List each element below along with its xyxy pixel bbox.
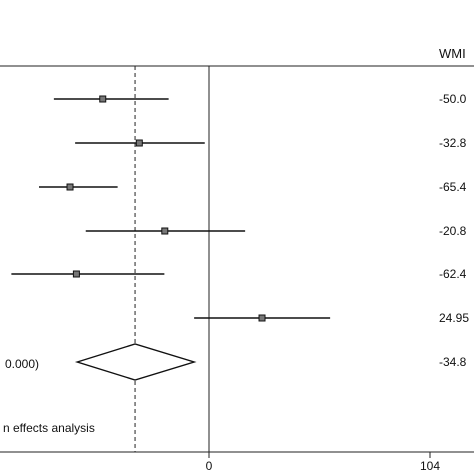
column-header: WMI <box>439 46 466 61</box>
effect-size-label: -50.0 <box>439 92 467 106</box>
pooled-text: 0.000) <box>5 357 39 371</box>
point-estimate <box>161 227 169 235</box>
pooled-row: -34.8 <box>74 343 467 381</box>
effect-size-label: -20.8 <box>439 224 467 238</box>
x-tick-label: 104 <box>420 459 440 473</box>
point-estimate <box>99 95 107 103</box>
pooled-diamond <box>74 343 197 381</box>
effect-size-label: -32.8 <box>439 136 467 150</box>
effect-size-label: 24.95 <box>439 311 469 325</box>
point-estimate <box>258 314 266 322</box>
x-axis-ticks: 0 104 <box>206 452 440 473</box>
footer-text: n effects analysis <box>3 421 95 435</box>
effect-size-label: -62.4 <box>439 267 467 281</box>
effect-size-label: -65.4 <box>439 180 467 194</box>
point-estimate <box>72 270 80 278</box>
point-estimate <box>66 183 74 191</box>
pooled-effect-label: -34.8 <box>439 355 467 369</box>
study-rows: -50.0 -32.8 -65.4 -20.8 -62.4 24.95 <box>11 92 469 325</box>
point-estimate <box>135 139 143 147</box>
x-tick-label: 0 <box>206 459 213 473</box>
